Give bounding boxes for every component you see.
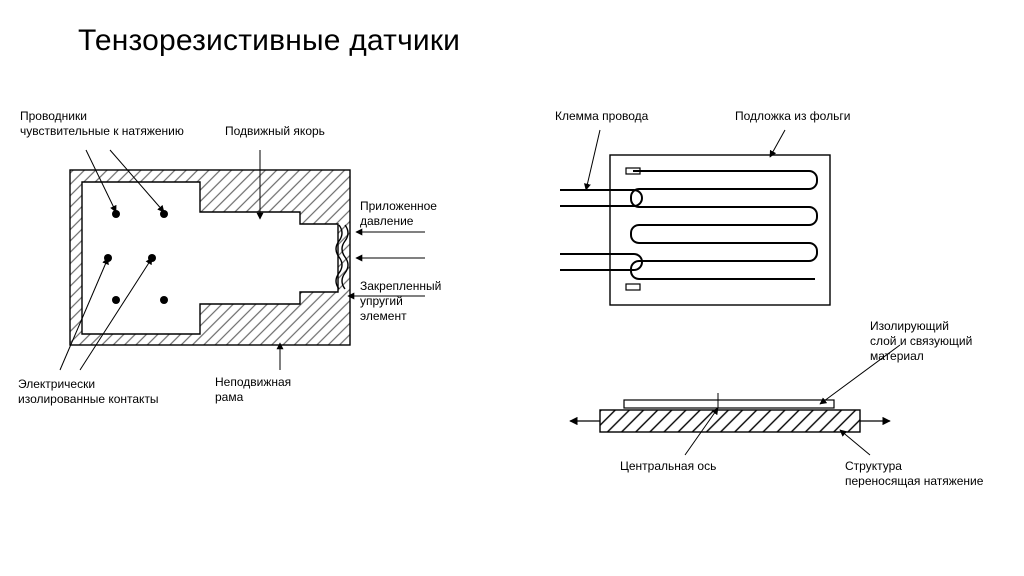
label-anchor: Подвижный якорь <box>225 124 325 138</box>
page-title: Тензорезистивные датчики <box>78 24 460 58</box>
label-applied-pressure: Приложенное давление <box>360 199 440 228</box>
label-conductors: Проводники чувствительные к натяжению <box>20 109 184 138</box>
label-terminal: Клемма провода <box>555 109 649 123</box>
diagram-canvas: Проводники чувствительные к натяжению По… <box>0 0 1024 576</box>
label-insulating-layer: Изолирующий слой и связующий материал <box>870 319 976 363</box>
left-diagram: Проводники чувствительные к натяжению По… <box>18 109 445 406</box>
label-insulated-contacts: Электрически изолированные контакты <box>18 377 159 406</box>
label-tension-structure: Структура переносящая натяжение <box>845 459 984 488</box>
label-foil-backing: Подложка из фольги <box>735 109 850 123</box>
label-central-axis: Центральная ось <box>620 459 716 473</box>
right-diagram: Клемма провода Подложка из фольги Изолир… <box>555 109 984 488</box>
label-fixed-spring: Закрепленный упругий элемент <box>360 279 445 323</box>
label-stationary-frame: Неподвижная рама <box>215 375 295 404</box>
